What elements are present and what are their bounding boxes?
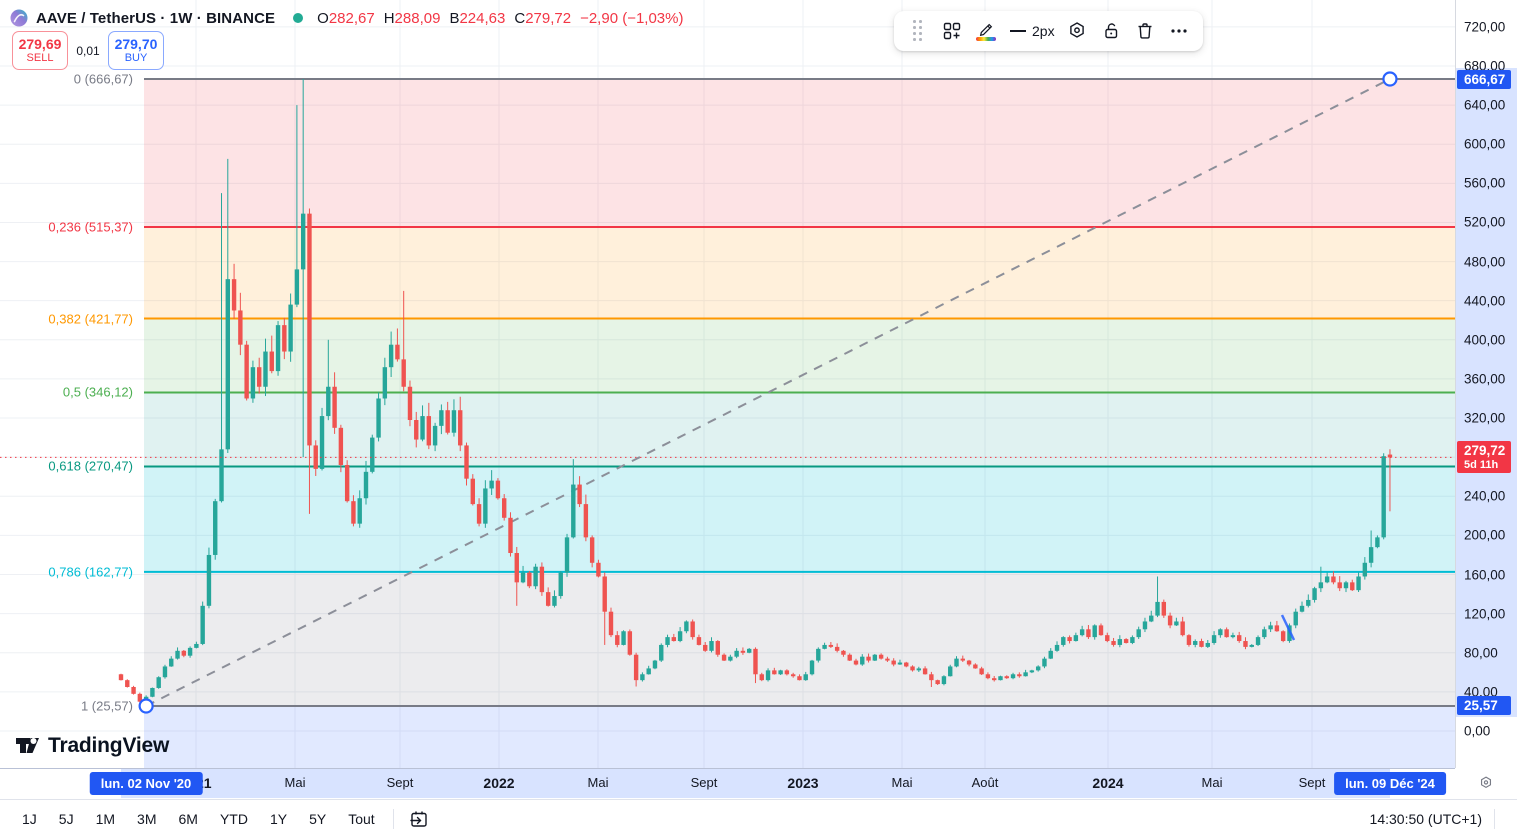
chart-pane[interactable]: 0 (666,67) 0,236 (515,37) 0,382 (421,77) 0,… bbox=[0, 0, 1455, 768]
range-button-6m[interactable]: 6M bbox=[178, 810, 198, 827]
candlestick-chart[interactable] bbox=[0, 0, 1455, 768]
time-tick: Mai bbox=[587, 775, 609, 790]
time-tick: Août bbox=[971, 775, 999, 790]
unlock-icon bbox=[1104, 23, 1117, 39]
price-tick: 440,00 bbox=[1464, 293, 1506, 309]
fib-anchor-handle-2[interactable] bbox=[1382, 71, 1398, 87]
fib-level-lines[interactable] bbox=[144, 78, 1455, 707]
toolbar-divider bbox=[392, 808, 394, 829]
time-tick: Sept bbox=[690, 775, 718, 790]
drawing-toolbar: 2px bbox=[894, 11, 1203, 51]
trade-widget: 279,69 SELL 0,01 279,70 BUY bbox=[12, 31, 164, 70]
time-tick: Sept bbox=[1298, 775, 1326, 790]
change-value: −2,90 (−1,03%) bbox=[580, 9, 684, 27]
session-clock[interactable]: 14:30:50 (UTC+1) bbox=[1369, 810, 1482, 827]
market-status-dot[interactable] bbox=[293, 13, 304, 23]
tradingview-glyph-icon bbox=[16, 738, 39, 753]
price-tick: 160,00 bbox=[1464, 567, 1506, 583]
tradingview-logo[interactable]: TradingView bbox=[14, 732, 169, 759]
toolbar-drag-handle[interactable] bbox=[902, 15, 934, 47]
symbol-header: AAVE / TetherUS · 1W · BINANCE O282,67 H… bbox=[10, 8, 683, 28]
trash-icon bbox=[1138, 23, 1152, 39]
sell-button[interactable]: 279,69 SELL bbox=[12, 31, 68, 70]
price-tick: 80,00 bbox=[1464, 645, 1498, 661]
price-tag: 666,67 bbox=[1457, 69, 1511, 89]
range-button-tout[interactable]: Tout bbox=[348, 810, 375, 827]
time-tick: Mai bbox=[284, 775, 306, 790]
time-anchor-tag: lun. 02 Nov '20 bbox=[89, 772, 203, 795]
price-tick: 240,00 bbox=[1464, 488, 1506, 504]
candlestick-series bbox=[118, 79, 1393, 706]
templates-icon bbox=[943, 22, 961, 40]
lock-button[interactable] bbox=[1095, 15, 1127, 47]
line-width-button[interactable]: 2px bbox=[1004, 15, 1059, 47]
range-button-1j[interactable]: 1J bbox=[22, 810, 37, 827]
price-tick: 560,00 bbox=[1464, 175, 1506, 191]
aave-logo-icon bbox=[10, 9, 28, 27]
fib-zones bbox=[144, 79, 1455, 768]
symbol-title[interactable]: AAVE / TetherUS · 1W · BINANCE bbox=[36, 9, 276, 27]
go-to-date-button[interactable] bbox=[404, 805, 434, 833]
spread-value: 0,01 bbox=[76, 43, 100, 58]
range-button-1m[interactable]: 1M bbox=[95, 810, 116, 827]
time-axis-highlight bbox=[121, 769, 1390, 798]
toolbar-right-divider bbox=[1494, 808, 1495, 829]
color-rainbow-bar bbox=[976, 37, 996, 41]
color-picker-button[interactable] bbox=[970, 15, 1002, 47]
line-width-icon bbox=[1010, 30, 1026, 32]
stray-drawing-mark[interactable] bbox=[1280, 614, 1296, 641]
delete-button[interactable] bbox=[1129, 15, 1161, 47]
time-tick: Mai bbox=[891, 775, 913, 790]
more-options-button[interactable] bbox=[1163, 15, 1195, 47]
range-button-5j[interactable]: 5J bbox=[58, 810, 74, 827]
time-axis[interactable]: 2021MaiSept2022MaiSept2023MaiAoût2024Mai… bbox=[0, 768, 1517, 798]
template-button[interactable] bbox=[936, 15, 968, 47]
price-tick: 360,00 bbox=[1464, 371, 1506, 387]
price-axis[interactable]: 720,00 680,00 640,00 600,00 560,00 520,00 480,… bbox=[1455, 0, 1517, 768]
price-tick: 600,00 bbox=[1464, 136, 1506, 152]
price-tag: 279,72 5d 11h bbox=[1457, 440, 1511, 473]
settings-button[interactable] bbox=[1061, 15, 1093, 47]
price-tick: 400,00 bbox=[1464, 332, 1506, 348]
range-button-5y[interactable]: 5Y bbox=[309, 810, 327, 827]
price-tick: 720,00 bbox=[1464, 19, 1506, 35]
fib-trend-line[interactable] bbox=[145, 78, 1391, 707]
buy-button[interactable]: 279,70 BUY bbox=[108, 31, 164, 70]
price-axis-highlight bbox=[1456, 68, 1517, 717]
time-tick: 2022 bbox=[483, 775, 515, 791]
grid bbox=[0, 0, 1455, 768]
price-tick: 320,00 bbox=[1464, 410, 1506, 426]
bottom-toolbar: 1J 5J 1M 3M 6M YTD 1Y 5Y Tout 14:30:50 (UTC+1) bbox=[0, 799, 1517, 837]
price-tick: 480,00 bbox=[1464, 254, 1506, 270]
time-tick: 2023 bbox=[787, 775, 819, 791]
time-anchor-tag: lun. 09 Déc '24 bbox=[1334, 772, 1446, 795]
price-tick: 200,00 bbox=[1464, 527, 1506, 543]
price-tick: 120,00 bbox=[1464, 606, 1506, 622]
price-tick: 40,00 bbox=[1464, 684, 1498, 700]
range-button-1y[interactable]: 1Y bbox=[269, 810, 288, 827]
axis-settings-corner[interactable] bbox=[1455, 768, 1517, 797]
time-tick: Sept bbox=[386, 775, 414, 790]
time-tick: Mai bbox=[1201, 775, 1223, 790]
range-button-ytd[interactable]: YTD bbox=[219, 810, 248, 827]
settings-icon bbox=[1069, 22, 1084, 38]
price-tick: 640,00 bbox=[1464, 97, 1506, 113]
ohlc-values: O282,67 H288,09 B224,63 C279,72 −2,90 (−… bbox=[317, 9, 684, 27]
calendar-arrow-icon bbox=[409, 811, 427, 827]
range-button-3m[interactable]: 3M bbox=[137, 810, 157, 827]
axis-gear-icon bbox=[1480, 776, 1492, 788]
fib-anchor-handle-1[interactable] bbox=[138, 698, 154, 714]
pencil-icon bbox=[979, 23, 993, 36]
price-tag: 25,57 bbox=[1457, 696, 1511, 716]
drag-handle-icon bbox=[913, 20, 923, 42]
line-width-value: 2px bbox=[1032, 23, 1055, 39]
price-tick: 520,00 bbox=[1464, 214, 1506, 230]
more-dots-icon bbox=[1170, 29, 1187, 33]
watermark-text: TradingView bbox=[48, 733, 170, 757]
price-tick: 0,00 bbox=[1464, 723, 1491, 739]
time-tick: 2024 bbox=[1092, 775, 1124, 791]
